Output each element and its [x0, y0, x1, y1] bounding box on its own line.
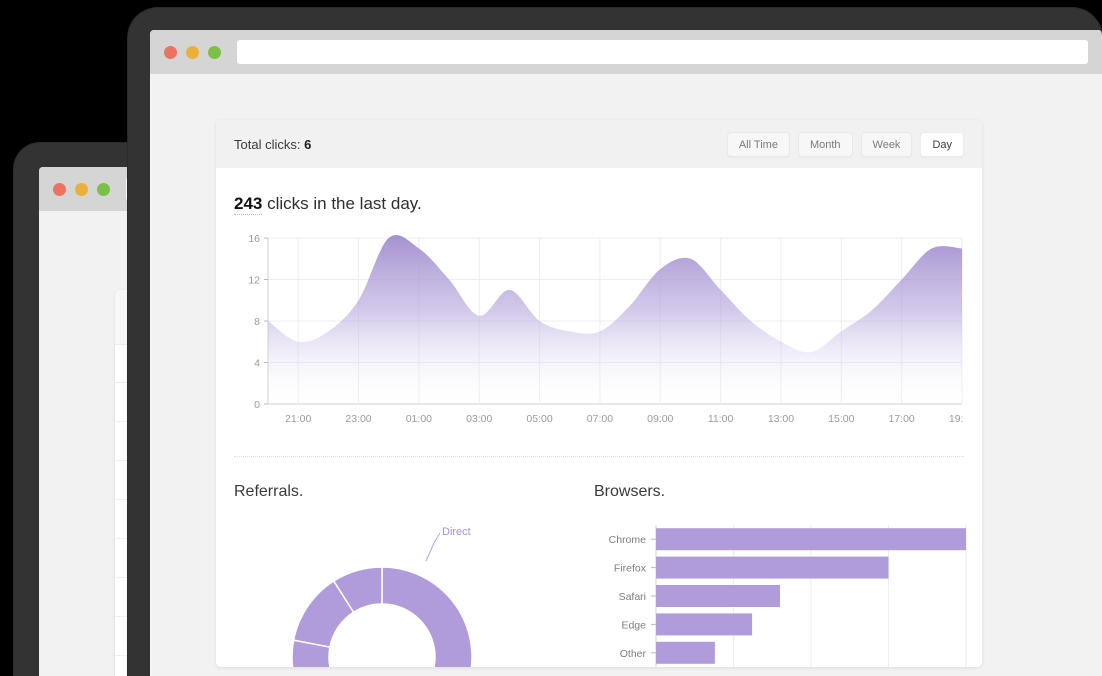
total-clicks-value: 6 — [304, 136, 312, 152]
total-clicks-text: Total clicks: — [234, 136, 301, 152]
svg-text:19:00: 19:00 — [949, 413, 964, 425]
bar-chart-bar[interactable] — [656, 528, 966, 551]
bar-chart-label: Safari — [619, 591, 646, 603]
foreground-titlebar — [150, 30, 1102, 74]
foreground-browser-window[interactable]: Total clicks: 6 All Time Month Week Day — [128, 8, 1102, 676]
clicks-area-chart: 0 4 8 12 16 21:00 23:00 01:00 03:00 05:00 07:00 09… — [234, 232, 964, 432]
maximize-button-icon[interactable] — [208, 45, 221, 59]
analytics-card: Total clicks: 6 All Time Month Week Day — [216, 120, 982, 667]
lower-sections: Referrals. Direct — [234, 457, 967, 667]
svg-text:15:00: 15:00 — [828, 413, 854, 425]
range-month-button[interactable]: Month — [797, 131, 853, 157]
clicks-count: 243 — [234, 194, 263, 215]
browsers-title: Browsers. — [594, 483, 666, 500]
browsers-section: Browsers. Chrome Firefox Safari Edge Other — [594, 483, 969, 667]
svg-text:16: 16 — [248, 233, 260, 245]
svg-text:05:00: 05:00 — [526, 413, 552, 425]
area-chart-series — [268, 235, 962, 404]
referrals-donut-chart: Direct — [234, 517, 594, 667]
svg-text:13:00: 13:00 — [768, 413, 794, 425]
bar-chart-bar[interactable] — [656, 641, 715, 664]
donut-slice[interactable] — [332, 566, 383, 614]
svg-text:07:00: 07:00 — [587, 413, 613, 425]
svg-text:11:00: 11:00 — [708, 413, 734, 425]
bar-chart-bar[interactable] — [656, 585, 780, 607]
browsers-bar-chart: Chrome Firefox Safari Edge Other — [594, 517, 969, 667]
svg-text:4: 4 — [254, 358, 260, 370]
foreground-browser-inner: Total clicks: 6 All Time Month Week Day — [150, 30, 1102, 676]
svg-text:03:00: 03:00 — [466, 413, 492, 425]
svg-text:17:00: 17:00 — [889, 413, 915, 425]
total-clicks-label: Total clicks: 6 — [234, 137, 311, 152]
minimize-button-icon[interactable] — [75, 182, 88, 196]
url-input[interactable] — [237, 40, 1088, 64]
donut-slice[interactable] — [291, 566, 473, 667]
bar-chart-svg: Chrome Firefox Safari Edge Other — [609, 525, 967, 667]
bar-chart-bar[interactable] — [656, 556, 889, 579]
bar-chart-category-labels: Chrome Firefox Safari Edge Other — [609, 534, 656, 660]
donut-label-direct: Direct — [442, 526, 471, 538]
svg-text:8: 8 — [254, 316, 260, 328]
bar-chart-label: Edge — [621, 619, 646, 631]
bar-chart-bar[interactable] — [656, 613, 753, 636]
range-week-button[interactable]: Week — [860, 131, 913, 157]
section-divider — [234, 456, 964, 457]
svg-text:21:00: 21:00 — [285, 413, 311, 425]
referrals-section: Referrals. Direct — [234, 483, 594, 667]
close-button-icon[interactable] — [53, 182, 66, 196]
analytics-card-body: 243 clicks in the last day. — [216, 168, 982, 667]
clicks-headline: 243 clicks in the last day. — [234, 194, 964, 215]
donut-leader-line — [425, 532, 441, 562]
svg-text:09:00: 09:00 — [647, 413, 673, 425]
foreground-traffic-lights — [164, 45, 221, 59]
minimize-button-icon[interactable] — [186, 45, 199, 59]
svg-text:01:00: 01:00 — [406, 413, 432, 425]
donut-slices — [291, 566, 473, 667]
range-all-time-button[interactable]: All Time — [726, 131, 790, 157]
svg-text:23:00: 23:00 — [345, 413, 371, 425]
area-chart-svg: 0 4 8 12 16 21:00 23:00 01:00 03:00 05:00 07:00 09… — [248, 233, 964, 425]
svg-text:12: 12 — [248, 275, 260, 287]
analytics-card-header: Total clicks: 6 All Time Month Week Day — [216, 120, 982, 168]
range-day-button[interactable]: Day — [920, 131, 964, 157]
area-chart-y-axis: 0 4 8 12 16 — [248, 233, 268, 411]
svg-text:0: 0 — [254, 399, 260, 411]
bar-chart-label: Firefox — [614, 563, 647, 575]
maximize-button-icon[interactable] — [97, 182, 110, 196]
bar-chart-label: Chrome — [609, 534, 647, 546]
donut-chart-svg: Direct — [291, 526, 473, 667]
close-button-icon[interactable] — [164, 45, 177, 59]
time-range-group: All Time Month Week Day — [726, 131, 964, 157]
bar-chart-series — [656, 528, 966, 664]
area-chart-x-axis: 21:00 23:00 01:00 03:00 05:00 07:00 09:00 11:00… — [285, 413, 964, 425]
clicks-headline-text: clicks in the last day. — [262, 194, 422, 213]
background-traffic-lights — [53, 182, 110, 196]
foreground-viewport: Total clicks: 6 All Time Month Week Day — [150, 74, 1102, 676]
referrals-title: Referrals. — [234, 483, 304, 500]
bar-chart-label: Other — [620, 648, 647, 660]
